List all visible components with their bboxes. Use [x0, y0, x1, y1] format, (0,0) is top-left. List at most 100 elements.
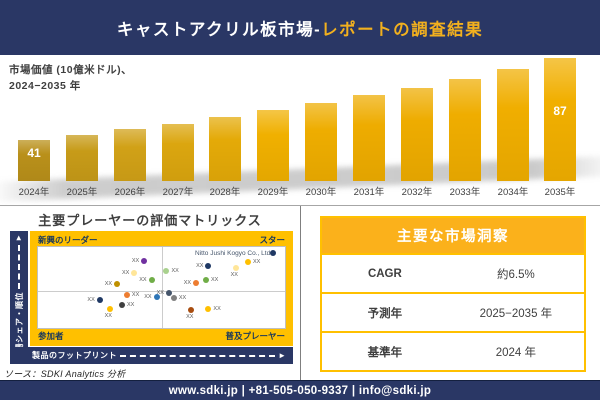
scatter-dot [232, 265, 239, 272]
scatter-point-label: XX [230, 272, 238, 279]
scatter-point-label: XX [104, 312, 112, 319]
scatter-dot [123, 291, 130, 298]
header-banner: キャストアクリル板市場- レポートの調査結果 [0, 0, 600, 55]
up-arrow-icon: ► [14, 234, 23, 242]
table-row-label: CAGR [367, 267, 402, 280]
quadrant-label-top-left: 新興のリーダー [38, 235, 98, 245]
scatter-dot [205, 262, 212, 269]
scatter-point-label: XX [171, 268, 179, 275]
company-annotation: Nitto Jushi Kogyo Co., Ltd. [195, 250, 272, 257]
matrix-x-axis-label: 製品のフットプリント [32, 351, 117, 360]
scatter-dot [165, 290, 172, 297]
scatter-point-label: XX [144, 294, 152, 301]
source-note: ソース：SDKI Analytics 分析 [4, 369, 126, 379]
bar-chart-section: 市場価値 (10億米ドル)、 2024−2035 年 2024年 2025年 202… [0, 55, 600, 205]
scatter-point-label: XX [139, 277, 147, 284]
matrix-top-band: 新興のリーダー スター [38, 234, 285, 246]
x-tick-2035年: 2035年 [544, 187, 576, 198]
scatter-dot [244, 259, 251, 266]
scatter-dot [106, 305, 113, 312]
table-row-label: 基準年 [367, 346, 403, 359]
scatter-dot [148, 277, 155, 284]
scatter-dot [188, 307, 195, 314]
scatter-dot [205, 306, 212, 313]
scatter-point-label: XX [183, 280, 192, 287]
x-tick-2028年: 2028年 [209, 187, 241, 198]
scatter-point-label: XX [131, 291, 140, 298]
bar-chart-plot: 2024年 2025年 2026年 2027年 2028年 2029年 2030年 2031年… [0, 55, 600, 205]
bar-chart-axis-label: 市場価値 (10億米ドル)、 2024−2035 年 [9, 62, 132, 95]
matrix-panel: 主要プレーヤーの評価マトリックス 市場シェア・順位 ► 新興のリーダー スター … [0, 206, 301, 381]
table-row-value: 約6.5% [497, 268, 535, 281]
scatter-dot [269, 250, 276, 257]
scatter-dot [153, 294, 160, 301]
quadrant-divider-horizontal [38, 290, 285, 292]
scatter-dot [131, 269, 138, 276]
matrix-x-axis-bar: 製品のフットプリント ► [10, 347, 293, 364]
scatter-dot [170, 295, 177, 302]
x-tick-2029年: 2029年 [257, 187, 289, 198]
scatter-point-label: XX [131, 257, 140, 264]
bar-2031年 [353, 95, 385, 181]
bottom-section: 主要プレーヤーの評価マトリックス 市場シェア・順位 ► 新興のリーダー スター … [0, 205, 600, 381]
page-title-main: キャストアクリル板市場- [116, 20, 322, 39]
x-tick-2026年: 2026年 [114, 187, 146, 198]
quadrant-label-bottom-left: 参加者 [38, 331, 64, 341]
table-row: 基準年 2024 年 [322, 331, 584, 370]
scatter-dot [163, 268, 170, 275]
bar-2028年 [209, 117, 241, 181]
bar-value-label: 41 [27, 146, 41, 160]
scatter-point-label: XX [210, 277, 219, 284]
scatter-dot [96, 297, 103, 304]
bar-chart-axis-label-line1: 市場価値 (10億米ドル)、 [9, 64, 133, 76]
table-row-value: 2024 年 [495, 346, 536, 359]
table-row: CAGR 約6.5% [322, 253, 584, 292]
matrix-frame: 新興のリーダー スター Nitto Jushi Kogyo Co., Ltd. … [30, 231, 293, 346]
bar-2024年 [18, 140, 50, 181]
y-axis-dashed-line [18, 244, 20, 289]
scatter-dot [141, 257, 148, 264]
scatter-point-label: XX [213, 306, 221, 313]
x-tick-2031年: 2031年 [353, 187, 385, 198]
bar-2032年 [401, 88, 433, 181]
scatter-point-label: XX [252, 259, 261, 266]
scatter-point-label: XX [121, 269, 130, 276]
matrix-y-axis-bar: 市場シェア・順位 ► [10, 231, 28, 363]
table-row-value: 2025−2035 年 [479, 307, 553, 320]
scatter-dot [118, 302, 125, 309]
scatter-dot [202, 277, 209, 284]
bar-2034年 [497, 69, 529, 181]
bar-2029年 [257, 110, 289, 181]
scatter-dot [193, 280, 200, 287]
matrix-plot: Nitto Jushi Kogyo Co., Ltd. XX XX XX XX XX XX… [37, 246, 286, 329]
matrix-title: 主要プレーヤーの評価マトリックス [38, 213, 262, 228]
scatter-point-label: XX [126, 302, 135, 309]
footer-bar: www.sdki.jp | +81-505-050-9337 | info@sd… [0, 380, 600, 400]
bar-value-label: 87 [553, 104, 567, 118]
page-title-accent: レポートの調査結果 [321, 20, 484, 39]
insights-table: 主要な市場洞察 CAGR 約6.5% 予測年 2025−2035 年 基準年 2… [320, 216, 586, 372]
x-axis-dashed-line [120, 354, 276, 357]
bar-2033年 [449, 79, 481, 181]
quadrant-divider-vertical [161, 247, 163, 328]
bar-2026年 [114, 129, 146, 181]
bar-2027年 [162, 124, 194, 181]
x-tick-2024年: 2024年 [18, 187, 50, 198]
bar-chart-axis-label-line2: 2024−2035 年 [9, 80, 81, 93]
footer-contact-text: www.sdki.jp | +81-505-050-9337 | info@sd… [168, 384, 432, 397]
x-tick-2025年: 2025年 [66, 187, 98, 198]
quadrant-label-bottom-right: 普及プレーヤー [225, 331, 285, 341]
scatter-point-label: XX [104, 281, 113, 288]
scatter-point-label: XX [196, 262, 204, 269]
bar-2035年 [544, 58, 576, 181]
scatter-point-label: XX [178, 295, 187, 302]
scatter-dot [114, 281, 121, 288]
x-tick-2034年: 2034年 [497, 187, 529, 198]
scatter-point-label: XX [87, 297, 95, 304]
right-arrow-icon: ► [278, 350, 286, 360]
table-row: 予測年 2025−2035 年 [322, 292, 584, 331]
scatter-point-label: XX [156, 290, 164, 297]
insights-table-title: 主要な市場洞察 [322, 218, 584, 253]
x-tick-2030年: 2030年 [305, 187, 337, 198]
